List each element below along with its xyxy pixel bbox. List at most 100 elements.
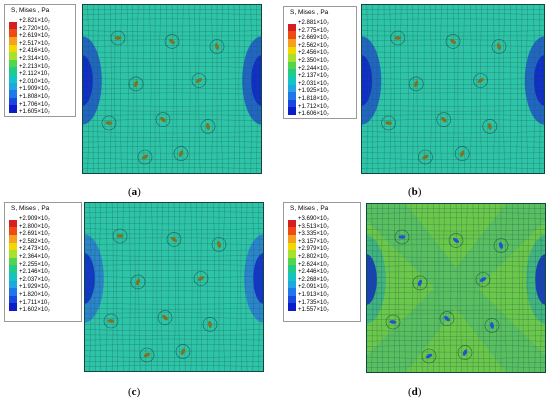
legend-swatch [9,105,17,113]
legend-value: +2.473×107 [19,246,50,253]
legend-swatch [9,59,17,68]
legend-value: +1.925×107 [298,88,329,95]
legend-swatch [288,280,296,289]
legend-swatch [9,280,17,289]
stress-legend: S, Mises , Pa +2.909×107 +2.800×107 +2.691… [4,202,82,322]
legend-value: +2.146×107 [19,269,50,276]
legend-value: +1.929×107 [19,284,50,291]
legend-title: S, Mises , Pa [290,9,329,16]
legend-swatch [9,235,17,243]
legend-swatch [288,235,296,243]
legend-swatch [288,288,296,296]
legend-swatch [288,303,296,311]
legend-value: +2.802×107 [298,254,329,260]
legend-value: +1.818×107 [298,96,329,102]
stress-contour-plot [361,4,545,174]
legend-swatch [288,54,296,62]
legend-value: +2.456×107 [298,50,329,57]
legend-swatch [9,82,17,91]
legend-swatch [288,99,296,108]
legend-value: +1.712×107 [298,103,329,110]
legend-swatch [9,21,17,30]
legend-value: +1.606×107 [298,111,329,118]
legend-value: +2.881×107 [298,20,329,26]
legend-swatch [9,257,17,266]
panel-d: S, Mises , Pa +3.690×107 +3.513×107 +3.335… [275,200,550,400]
legend-value: +3.513×107 [298,223,329,230]
legend-swatch [9,273,17,281]
legend-value: +2.720×107 [19,25,50,32]
legend-swatch [9,29,17,37]
legend-value: +2.112×107 [19,71,50,78]
legend-swatch [288,219,296,228]
legend-value: +2.010×107 [19,78,50,85]
stress-contour-plot [82,4,262,174]
legend-value: +3.690×107 [298,216,329,222]
legend-value: +1.820×107 [19,292,50,298]
legend-swatch [9,37,17,45]
stress-legend: S, Mises , Pa +3.690×107 +3.513×107 +3.335… [283,202,361,322]
panel-caption: (d) [408,386,422,398]
legend-value: +2.582×107 [19,238,50,245]
legend-title: S, Mises , Pa [11,7,50,14]
legend-value: +2.350×107 [298,58,329,64]
legend-swatch [9,75,17,83]
stress-legend: S, Mises , Pa +2.821×107 +2.720×107 +2.619… [4,4,76,117]
legend-swatch [9,90,17,98]
legend-value: +2.909×107 [19,216,50,222]
legend-swatch [9,242,17,251]
panel-a: S, Mises , Pa +2.821×107 +2.720×107 +2.619… [0,0,275,200]
legend-value: +1.909×107 [19,86,50,93]
legend-swatch [288,295,296,304]
legend-swatch [9,250,17,258]
legend-value: +2.255×107 [19,261,50,268]
legend-value: +2.446×107 [298,269,329,276]
legend-value: +1.602×107 [19,307,50,314]
legend-value: +1.605×107 [19,109,50,116]
legend-value: +2.821×107 [19,18,50,24]
legend-value: +2.691×107 [19,231,50,238]
legend-swatch [288,61,296,70]
legend-swatch [288,250,296,258]
legend-swatch [288,46,296,55]
legend-swatch [288,273,296,281]
legend-value: +2.562×107 [298,42,329,49]
legend-swatch [288,227,296,235]
legend-swatch [288,31,296,39]
legend-swatch [288,84,296,93]
legend-value: +2.137×107 [298,73,329,80]
legend-swatch [288,77,296,85]
stress-legend: S, Mises , Pa +2.881×107 +2.775×107 +2.669… [283,6,357,119]
legend-swatch [288,23,296,32]
legend-swatch [9,295,17,304]
legend-swatch [9,265,17,273]
legend-value: +2.213×107 [19,63,50,70]
legend-swatch [9,97,17,106]
legend-value: +2.669×107 [298,35,329,42]
legend-value: +2.037×107 [19,276,50,283]
legend-title: S, Mises , Pa [11,205,50,212]
legend-swatch [288,39,296,47]
legend-value: +2.314×107 [19,56,50,62]
panel-b: S, Mises , Pa +2.881×107 +2.775×107 +2.669… [275,0,550,200]
legend-value: +2.800×107 [19,223,50,230]
legend-value: +2.624×107 [298,261,329,268]
legend-value: +2.775×107 [298,27,329,34]
legend-value: +1.913×107 [298,292,329,298]
legend-swatch [288,69,296,77]
legend-value: +2.517×107 [19,40,50,47]
legend-swatch [288,92,296,100]
legend-title: S, Mises , Pa [290,205,329,212]
legend-value: +1.808×107 [19,94,50,100]
legend-value: +1.735×107 [298,299,329,306]
legend-value: +2.364×107 [19,254,50,260]
legend-value: +2.619×107 [19,33,50,40]
legend-value: +2.268×107 [298,276,329,283]
legend-swatch [9,44,17,53]
panel-caption: (a) [128,186,141,198]
legend-value: +3.157×107 [298,238,329,245]
legend-value: +2.091×107 [298,284,329,291]
legend-swatch [288,257,296,266]
panel-caption: (c) [128,386,141,398]
legend-value: +3.335×107 [298,231,329,238]
